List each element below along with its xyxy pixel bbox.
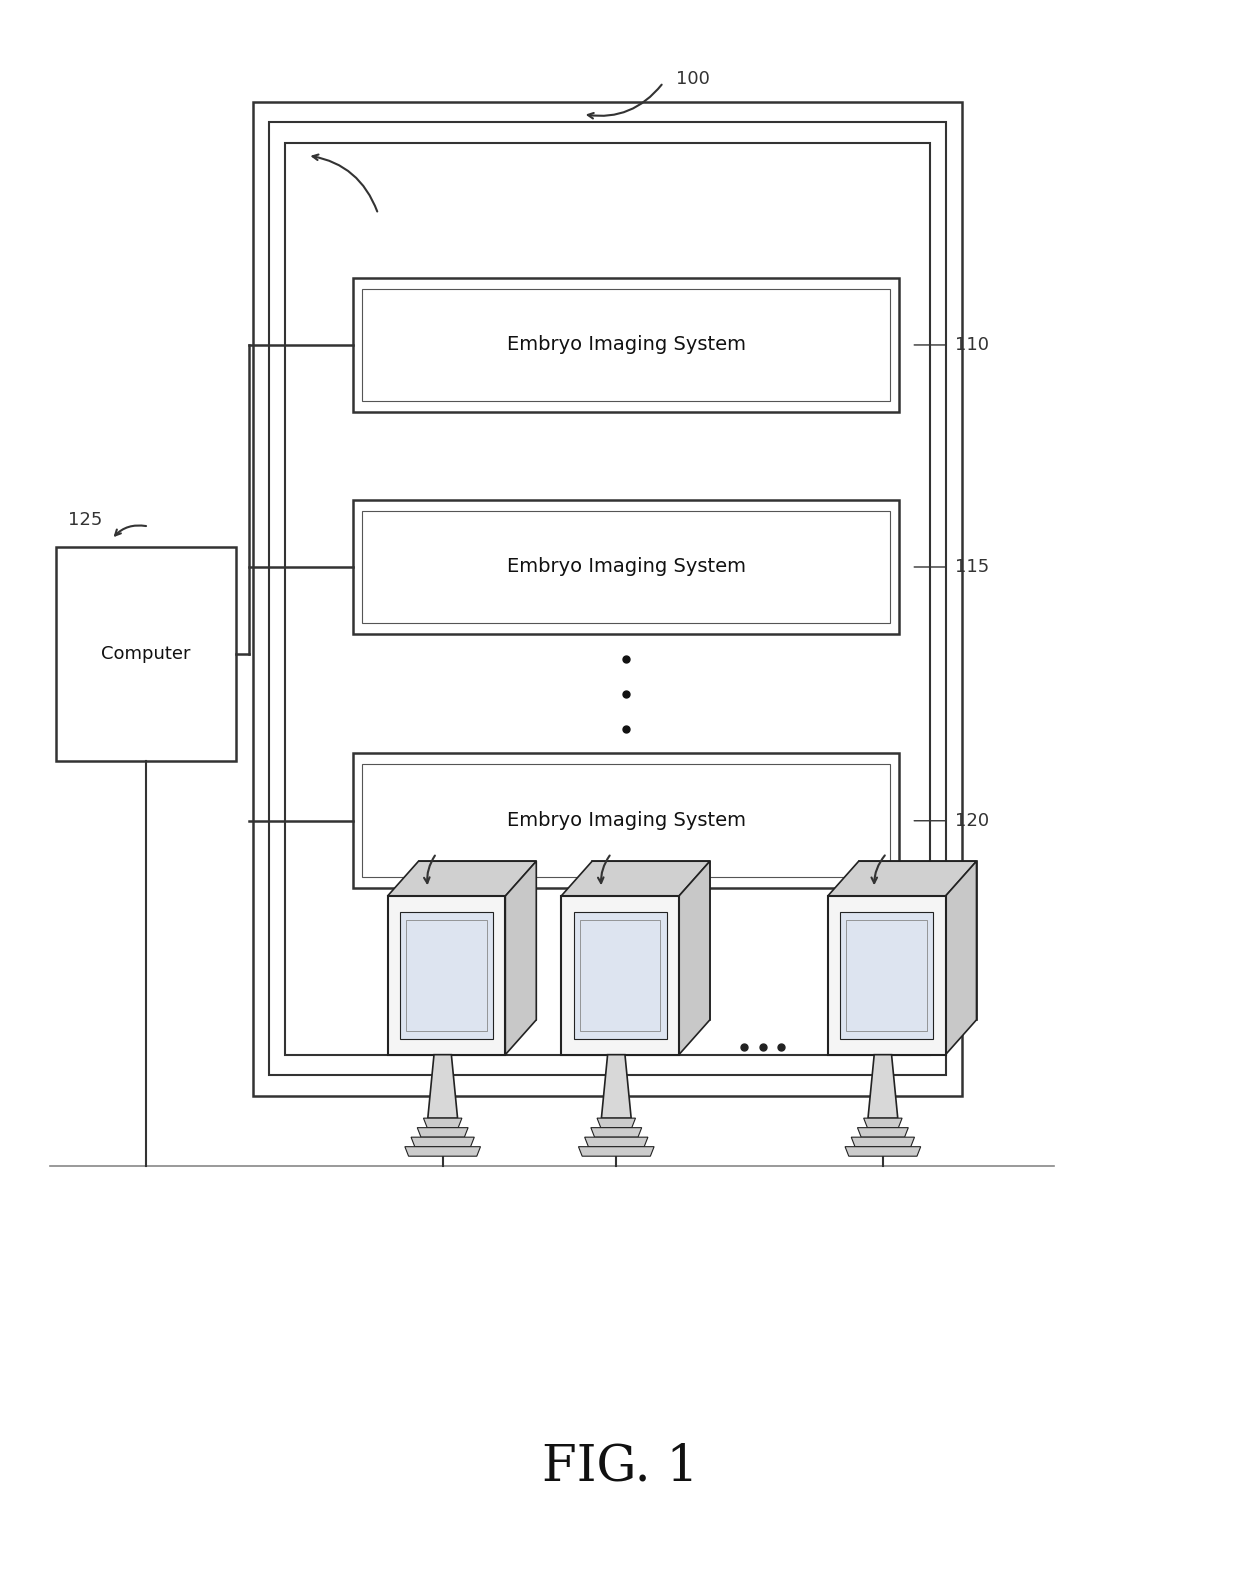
Polygon shape: [863, 1118, 901, 1128]
Polygon shape: [680, 861, 709, 1055]
Text: 100: 100: [676, 70, 709, 89]
Polygon shape: [419, 861, 536, 1020]
Text: Computer: Computer: [100, 646, 191, 663]
Polygon shape: [841, 912, 932, 1039]
Text: 110: 110: [955, 336, 988, 354]
Polygon shape: [601, 1055, 631, 1118]
Bar: [353, 278, 899, 412]
Text: 115: 115: [955, 558, 990, 576]
Polygon shape: [868, 1055, 898, 1118]
Polygon shape: [593, 861, 709, 1020]
Bar: [362, 289, 890, 401]
Polygon shape: [828, 861, 977, 896]
Bar: [56, 547, 236, 761]
Polygon shape: [404, 1147, 481, 1156]
Text: 105: 105: [384, 200, 419, 219]
Text: 140: 140: [849, 836, 884, 855]
Text: 125: 125: [68, 511, 103, 530]
Polygon shape: [578, 1147, 655, 1156]
Polygon shape: [560, 861, 709, 896]
Text: FIG. 1: FIG. 1: [542, 1442, 698, 1492]
Text: Embryo Imaging System: Embryo Imaging System: [507, 558, 745, 576]
Polygon shape: [858, 861, 977, 1020]
Polygon shape: [858, 1128, 908, 1137]
Polygon shape: [506, 861, 536, 1055]
Bar: [353, 500, 899, 634]
Bar: [269, 122, 946, 1075]
Polygon shape: [585, 1137, 647, 1147]
Polygon shape: [573, 912, 667, 1039]
Bar: [285, 143, 930, 1055]
Polygon shape: [417, 1128, 469, 1137]
Bar: [362, 764, 890, 877]
Polygon shape: [851, 1137, 914, 1147]
Text: 130: 130: [384, 836, 419, 855]
Polygon shape: [423, 1118, 461, 1128]
Polygon shape: [410, 1137, 474, 1147]
Bar: [362, 511, 890, 623]
Polygon shape: [596, 1118, 635, 1128]
Text: 135: 135: [564, 836, 599, 855]
Bar: [253, 102, 962, 1096]
Text: Embryo Imaging System: Embryo Imaging System: [507, 812, 745, 829]
Polygon shape: [387, 861, 536, 896]
Polygon shape: [399, 912, 492, 1039]
Bar: [353, 753, 899, 888]
Text: 120: 120: [955, 812, 990, 829]
Text: Embryo Imaging System: Embryo Imaging System: [507, 336, 745, 354]
Polygon shape: [846, 1147, 920, 1156]
Polygon shape: [387, 896, 506, 1055]
Polygon shape: [828, 896, 945, 1055]
Polygon shape: [591, 1128, 642, 1137]
Polygon shape: [945, 861, 977, 1055]
Polygon shape: [560, 896, 680, 1055]
Polygon shape: [428, 1055, 458, 1118]
